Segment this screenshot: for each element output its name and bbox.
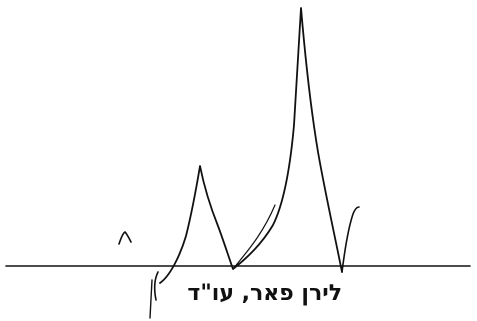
signature-main-stroke [159,7,343,284]
signature-tail-hook [341,206,360,273]
attorney-name-label: לירן פאר, עו"ד [187,281,342,306]
stamp-name-block: לירן פאר, עו"ד [152,278,342,314]
signature-inner-rise [232,204,276,270]
signature-caret-stroke [118,231,132,245]
stamp-left-bracket [149,279,153,319]
signature-descender [153,271,159,301]
